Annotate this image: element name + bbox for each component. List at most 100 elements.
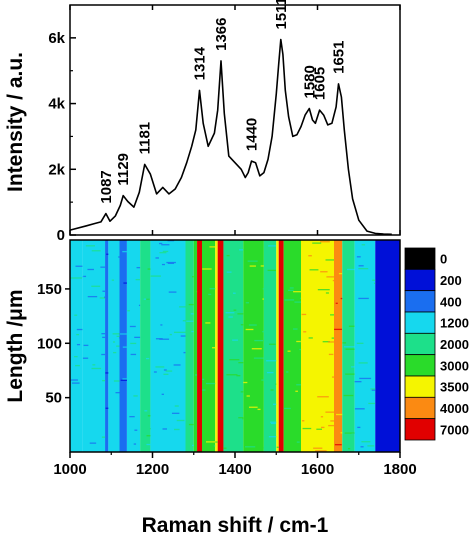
heatmap-streak (244, 446, 256, 448)
heatmap-streak (174, 405, 179, 407)
heatmap-streak (262, 331, 264, 333)
heatmap-streak (146, 443, 151, 446)
heatmap-streak (345, 373, 355, 375)
heatmap-streak (296, 340, 301, 343)
heatmap-streak (240, 324, 244, 326)
heatmap-streak (356, 256, 361, 258)
heatmap-streak (229, 359, 240, 361)
heatmap-streak (275, 383, 277, 385)
heatmap-streak (360, 446, 364, 448)
heatmap-streak (161, 393, 164, 395)
heatmap-streak (155, 366, 165, 368)
heatmap-streak (245, 302, 249, 304)
heatmap-streak (246, 395, 250, 397)
heatmap-streak (75, 364, 80, 367)
heatmap-streak (136, 266, 141, 269)
heatmap-streak (205, 322, 211, 324)
heatmap-streak (75, 265, 83, 267)
heatmap-streak (372, 279, 376, 281)
heatmap-streak (266, 360, 277, 362)
heatmap-band (354, 240, 376, 452)
heatmap-streak (89, 442, 97, 444)
heatmap-streak (328, 341, 334, 343)
heatmap-streak (195, 374, 198, 376)
y-tick-label: 50 (45, 390, 62, 407)
heatmap-band (283, 240, 301, 452)
colorbar-swatch (404, 418, 436, 441)
y-axis-title-intensity: Intensity / a.u. (4, 52, 27, 192)
heatmap-streak (85, 245, 95, 247)
heatmap-streak (302, 427, 312, 430)
heatmap-streak (233, 309, 237, 311)
heatmap-streak (102, 336, 106, 339)
heatmap-streak (87, 295, 98, 298)
heatmap-streak (334, 444, 342, 446)
heatmap-streak (226, 271, 232, 273)
heatmap-streak (122, 378, 127, 380)
heatmap-band (342, 240, 355, 452)
heatmap-streak (83, 344, 89, 347)
peak-label: 1605 (312, 67, 329, 100)
heatmap-streak (309, 269, 319, 271)
peak-label: 1181 (137, 122, 154, 155)
heatmap-streak (321, 426, 325, 429)
heatmap-streak (192, 444, 194, 447)
heatmap-band (301, 240, 334, 452)
heatmap-streak (160, 324, 163, 326)
heatmap-streak (346, 268, 355, 271)
spectrum-line (69, 38, 392, 236)
heatmap-streak (340, 297, 343, 300)
heatmap-band (215, 240, 218, 452)
heatmap-streak (248, 324, 257, 326)
heatmap-streak (225, 312, 235, 314)
x-tick-label: 1600 (301, 461, 334, 478)
heatmap-streak (249, 265, 256, 267)
heatmap-streak (317, 289, 330, 291)
heatmap-streak (101, 353, 106, 356)
heatmap-streak (191, 330, 194, 333)
heatmap-streak (295, 390, 298, 392)
peak-label: 1129 (115, 153, 132, 186)
heatmap-streak (135, 278, 140, 281)
heatmap-streak (122, 346, 127, 348)
heatmap-band (202, 240, 216, 452)
heatmap-streak (146, 298, 150, 300)
peak-label: 1366 (213, 18, 230, 51)
colorbar-swatch (404, 375, 436, 398)
heatmap-streak (209, 288, 216, 290)
heatmap-streak (99, 297, 106, 299)
heatmap-streak (70, 379, 78, 381)
heatmap-band (276, 240, 279, 452)
y-tick-label: 6k (48, 30, 65, 47)
heatmap-streak (180, 335, 186, 337)
heatmap-streak (344, 432, 355, 434)
heatmap-band (119, 240, 127, 452)
heatmap-streak (331, 376, 334, 378)
heatmap-streak (102, 379, 106, 382)
heatmap-streak (358, 265, 364, 267)
heatmap-streak (106, 253, 109, 255)
heatmap-streak (284, 299, 295, 301)
colorbar-label: 3500 (440, 380, 469, 395)
heatmap-streak (361, 244, 366, 246)
heatmap-streak (202, 378, 205, 381)
colorbar-swatch (404, 332, 436, 356)
x-tick-label: 1400 (218, 461, 251, 478)
x-tick-label: 1200 (136, 461, 169, 478)
heatmap-streak (338, 272, 342, 275)
heatmap-streak (268, 436, 277, 438)
heatmap-streak (335, 302, 338, 304)
heatmap-streak (299, 348, 301, 351)
heatmap-streak (262, 288, 264, 290)
heatmap-streak (262, 298, 264, 300)
heatmap-streak (358, 268, 369, 270)
heatmap-streak (205, 382, 216, 385)
heatmap-streak (340, 432, 343, 434)
heatmap-streak (192, 276, 194, 278)
heatmap-streak (179, 306, 186, 308)
heatmap-streak (287, 350, 291, 352)
heatmap-streak (226, 374, 238, 376)
colorbar-label: 0 (440, 252, 447, 267)
heatmap-streak (76, 343, 81, 346)
heatmap-streak (209, 246, 216, 248)
